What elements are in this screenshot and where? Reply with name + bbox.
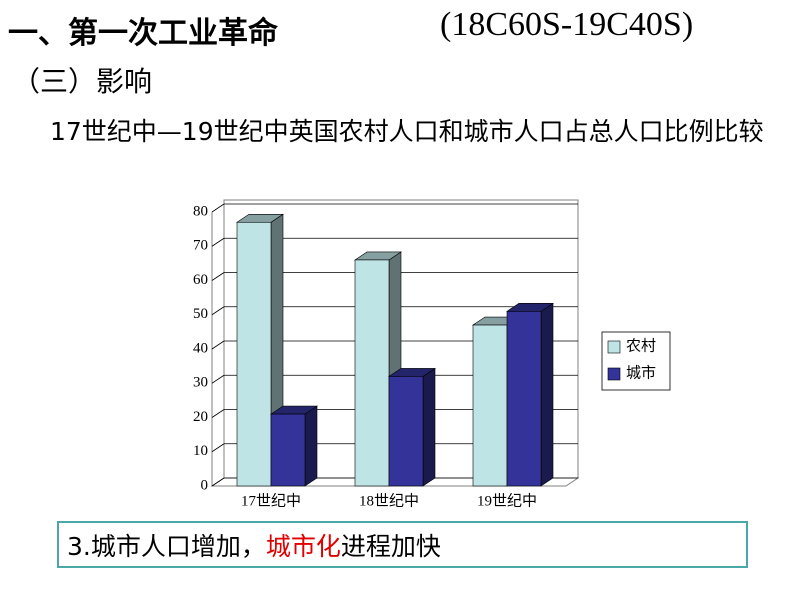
legend-label: 城市: [626, 364, 656, 381]
y-tick-label: 30: [193, 375, 208, 391]
x-tick-label: 17世纪中: [241, 492, 301, 509]
bar-face: [472, 324, 508, 487]
conclusion-text: 3.城市人口增加，: [67, 532, 266, 561]
bar-face: [270, 413, 306, 487]
bar-side: [540, 302, 554, 487]
bar-face: [354, 259, 390, 487]
x-tick-label: 18世纪中: [359, 492, 419, 509]
bar: [506, 302, 554, 487]
y-tick-label: 80: [193, 203, 208, 219]
y-tick-label: 40: [193, 340, 208, 356]
y-tick-label: 20: [193, 409, 208, 425]
bar: [270, 405, 318, 487]
conclusion-text: 进程加快: [340, 532, 441, 561]
conclusion: 3.城市人口增加，城市化进程加快: [57, 521, 748, 568]
grid-line: [211, 237, 225, 247]
bar-face: [236, 221, 272, 487]
grid-line: [211, 409, 225, 418]
y-tick-label: 10: [193, 443, 208, 459]
chart-title: 17世纪中—19世纪中英国农村人口和城市人口占总人口比例比较: [50, 117, 764, 146]
conclusion-highlight: 城市化: [265, 532, 341, 561]
legend-swatch: [607, 367, 621, 381]
grid-line: [211, 340, 225, 350]
y-tick-label: 50: [193, 306, 208, 322]
grid-line: [211, 306, 225, 316]
grid-line: [211, 443, 225, 453]
y-tick-label: 70: [193, 238, 208, 254]
legend-swatch: [607, 340, 621, 354]
bar-face: [506, 311, 542, 487]
bar: [236, 213, 284, 487]
bar-side: [422, 367, 436, 487]
slide-title: 一、第一次工业革命: [8, 16, 278, 51]
y-tick-label: 60: [193, 272, 208, 288]
grid-line: [211, 374, 225, 384]
bar-face: [388, 376, 424, 487]
bar-side: [304, 405, 318, 487]
x-tick-label: 19世纪中: [477, 492, 537, 509]
grid-line: [211, 477, 225, 487]
legend-label: 农村: [626, 337, 656, 354]
bar: [388, 367, 436, 487]
subtitle: （三）影响: [12, 65, 153, 98]
y-tick-label: 0: [201, 477, 209, 493]
period: (18C60S-19C40S): [440, 6, 694, 43]
grid-line: [211, 272, 225, 281]
grid-line: [211, 203, 225, 213]
